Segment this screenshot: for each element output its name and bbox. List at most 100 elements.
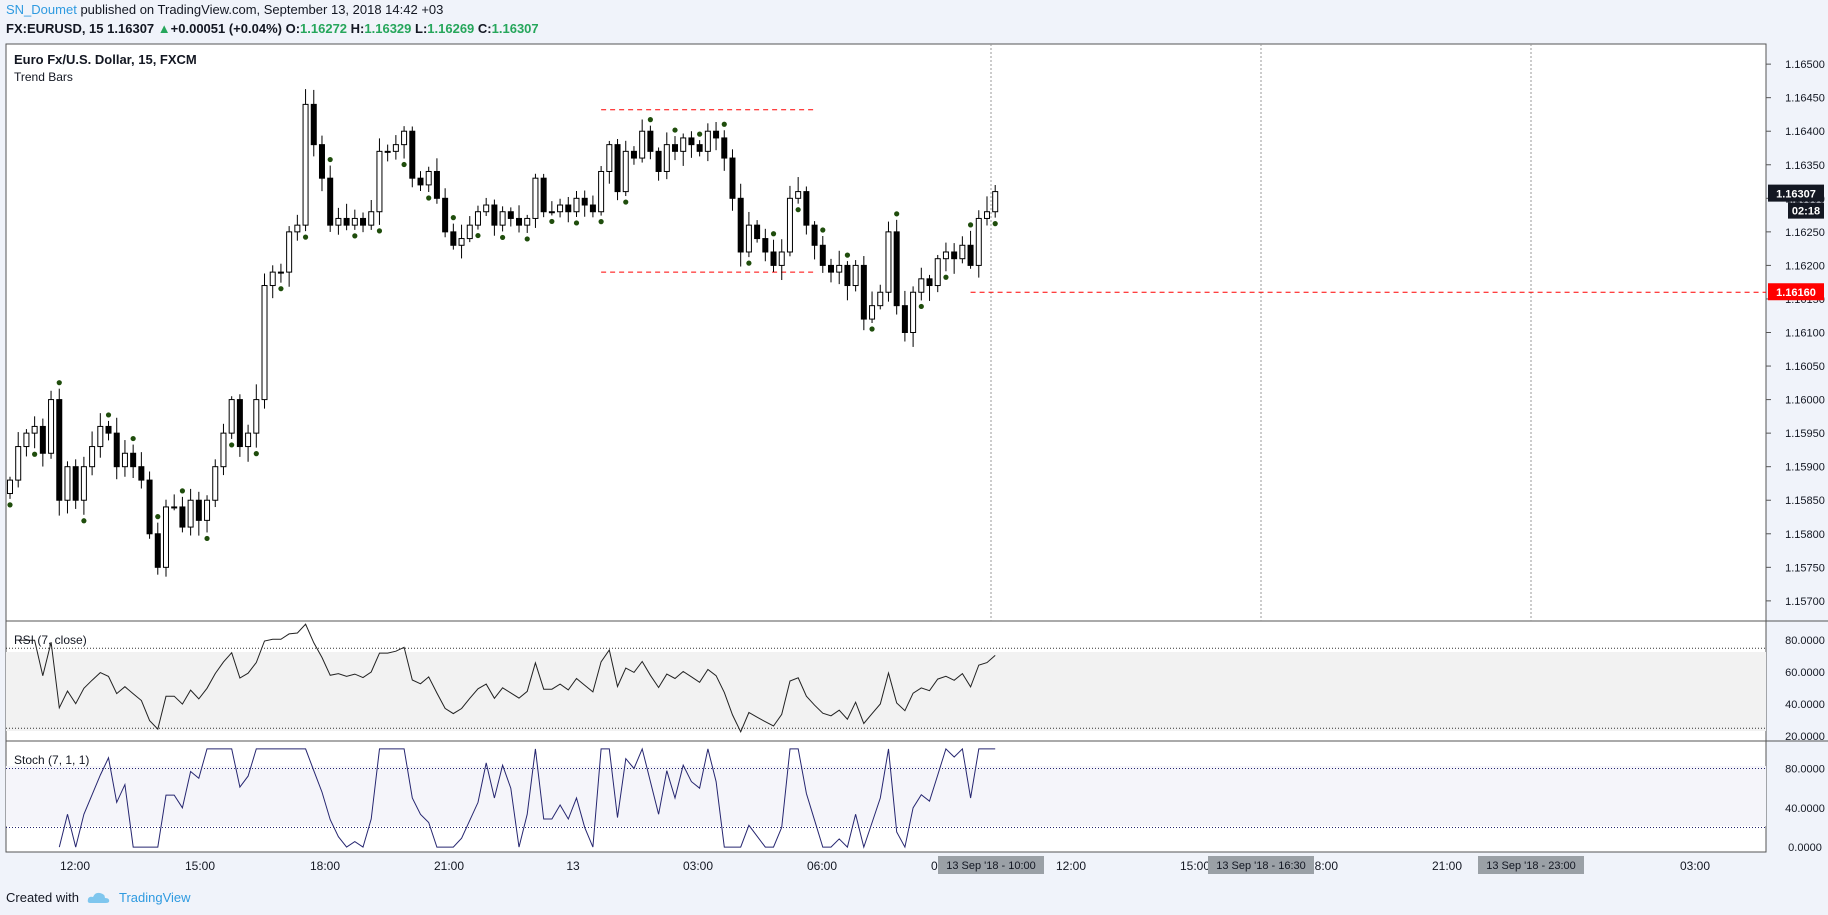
high-label: H:	[350, 21, 365, 36]
candle-body	[392, 144, 399, 152]
candle-body	[877, 291, 884, 307]
candle-body	[745, 224, 752, 253]
candle-body	[442, 197, 449, 233]
candle-body	[713, 130, 720, 139]
trend-dot	[721, 121, 727, 127]
candle-body	[121, 452, 128, 468]
candle-body	[614, 144, 621, 193]
x-tick-label: 12:00	[60, 859, 90, 873]
price-change: +0.00051 (+0.04%)	[170, 21, 282, 36]
candle-body	[64, 466, 71, 501]
candle-body	[983, 211, 990, 219]
candle-body	[277, 271, 284, 274]
candle-body	[360, 217, 367, 226]
candle-body	[212, 466, 219, 501]
x-tick-label: 18:00	[310, 859, 340, 873]
stoch-title[interactable]: Stoch (7, 1, 1)	[14, 753, 89, 767]
candle-body	[146, 479, 153, 535]
x-tick-label: 03:00	[683, 859, 713, 873]
rsi-title[interactable]: RSI (7, close)	[14, 633, 87, 647]
candle-body	[959, 244, 966, 260]
candle-body	[581, 197, 588, 206]
y-tick-label: 1.16000	[1785, 395, 1825, 407]
candle-body	[926, 278, 933, 287]
candle-body	[655, 150, 662, 172]
candle-body	[401, 130, 408, 146]
trend-dot	[918, 303, 924, 310]
y-tick-label: 1.16400	[1785, 126, 1825, 138]
y-tick-label: 1.16350	[1785, 160, 1825, 172]
candle-body	[680, 137, 687, 152]
candle-body	[195, 499, 202, 521]
candle-body	[89, 446, 96, 468]
candle-body	[786, 197, 793, 253]
trend-dot	[869, 326, 875, 332]
candle-body	[491, 204, 498, 226]
time-badge-label: 13 Sep '18 - 10:00	[946, 860, 1036, 872]
time-badge	[938, 856, 1044, 874]
countdown-badge	[1788, 202, 1824, 219]
x-tick-label: 13	[566, 859, 580, 873]
candle-body	[23, 432, 30, 448]
candle-body	[162, 506, 169, 568]
trend-dot	[795, 207, 801, 213]
low-label: L:	[415, 21, 428, 36]
chart-title: Euro Fx/U.S. Dollar, 15, FXCM	[14, 52, 197, 67]
candle-body	[828, 264, 834, 273]
candle-body	[606, 144, 613, 172]
tradingview-link[interactable]: TradingView	[118, 890, 191, 905]
trend-dot	[376, 228, 383, 234]
candle-body	[245, 432, 252, 448]
candle-body	[992, 191, 999, 213]
candle-body	[754, 224, 761, 240]
trend-dot	[697, 131, 703, 137]
y-tick-label: 1.15800	[1785, 529, 1825, 541]
candle-body	[975, 217, 982, 266]
symbol-info: FX:EURUSD, 15 1.16307 ▲+0.00051 (+0.04%)…	[6, 21, 539, 36]
candle-body	[351, 217, 358, 226]
trend-dot	[820, 227, 826, 233]
indicator-trend-bars[interactable]: Trend Bars	[14, 70, 73, 84]
stoch-tick-label: 40.0000	[1785, 803, 1825, 815]
trend-dot	[844, 252, 851, 258]
candle-body	[56, 399, 63, 501]
candle-body	[80, 466, 87, 501]
trend-dot	[352, 233, 358, 239]
x-tick-label: 03:00	[1680, 859, 1710, 873]
trend-dot	[327, 156, 333, 163]
trend-dot	[253, 451, 259, 457]
trend-dot	[179, 488, 186, 494]
price-badge-label: 1.16307	[1776, 189, 1816, 201]
trend-dot	[672, 127, 678, 133]
candle-body	[368, 211, 375, 226]
candle-body	[844, 264, 851, 287]
time-badge-label: 13 Sep '18 - 23:00	[1486, 860, 1576, 872]
y-tick-label: 1.16200	[1785, 260, 1825, 272]
candle-body	[384, 150, 391, 153]
candle-body	[171, 506, 178, 509]
candle-body	[474, 211, 481, 226]
trend-dot	[450, 215, 456, 221]
stoch-tick-label: 0.0000	[1788, 842, 1822, 854]
price-badge	[1768, 184, 1824, 202]
candle-body	[466, 224, 473, 240]
author-link[interactable]: SN_Doumet	[6, 2, 77, 17]
candle-body	[499, 211, 506, 226]
high-value: 1.16329	[364, 21, 412, 36]
candle-body	[228, 399, 235, 434]
y-tick-label: 1.16250	[1785, 227, 1825, 239]
trend-dot	[500, 234, 506, 241]
candle-body	[220, 432, 227, 468]
trend-dot	[475, 232, 481, 239]
candle-body	[409, 130, 416, 179]
trend-dot	[746, 260, 752, 266]
rsi-tick-label: 40.0000	[1785, 699, 1825, 711]
candle-body	[647, 130, 654, 152]
candle-body	[639, 130, 646, 159]
y-tick-label: 1.16050	[1785, 361, 1825, 373]
rsi-line	[18, 623, 996, 734]
trend-dot	[7, 502, 13, 508]
open-label: O:	[285, 21, 301, 36]
x-tick-label: 15:00	[185, 859, 215, 873]
